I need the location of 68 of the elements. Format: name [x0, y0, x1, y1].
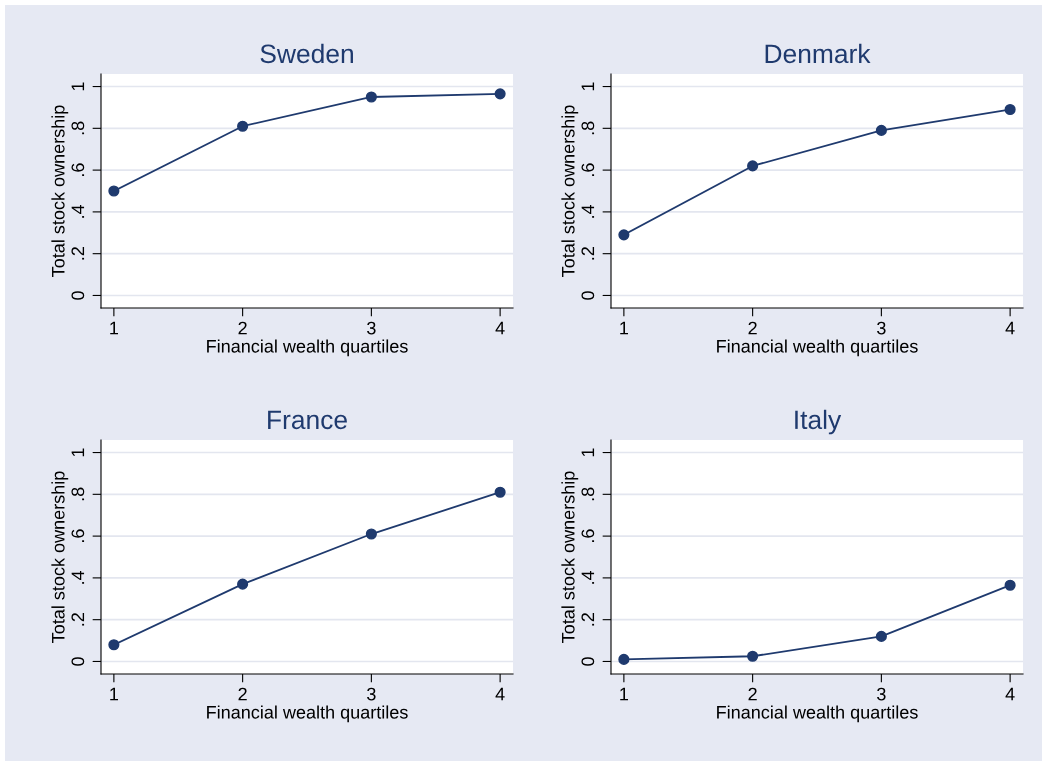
- y-axis-title: Total stock ownership: [51, 471, 69, 643]
- y-tick-label: .8: [581, 487, 595, 501]
- y-axis-title: Total stock ownership: [51, 105, 69, 277]
- point: [494, 486, 506, 498]
- point: [494, 88, 506, 100]
- y-tick-label: .6: [581, 529, 595, 542]
- x-tick-label: 4: [495, 687, 505, 701]
- chart-title: Italy: [795, 409, 842, 435]
- y-tick-label: .6: [71, 529, 85, 542]
- y-tick-label: 1: [581, 82, 595, 91]
- point: [365, 91, 377, 103]
- y-tick-label: .2: [581, 613, 595, 626]
- y-tick-label: .2: [71, 247, 85, 260]
- y-tick-label: .2: [581, 247, 595, 260]
- x-tick-label: 3: [877, 321, 886, 335]
- y-tick-label: 1: [71, 448, 85, 457]
- x-tick-label: 4: [495, 321, 505, 335]
- y-tick-label: .6: [71, 163, 85, 176]
- chart-title: Denmark: [765, 43, 871, 64]
- x-tick-label: 1: [620, 687, 629, 701]
- y-tick-label: 1: [581, 448, 595, 457]
- point: [875, 630, 887, 642]
- x-tick-label: 2: [748, 687, 757, 701]
- x-tick-label: 2: [238, 321, 247, 335]
- x-tick-label: 4: [1005, 321, 1015, 335]
- point: [108, 185, 120, 197]
- y-tick-label: 1: [71, 82, 85, 91]
- y-tick-label: 0: [71, 657, 85, 666]
- y-tick-label: .2: [71, 613, 85, 626]
- x-axis-title: Financial wealth quartiles: [207, 339, 408, 357]
- chart-title: France: [268, 410, 347, 430]
- x-tick-label: 3: [367, 321, 376, 335]
- y-tick-label: .8: [71, 487, 85, 501]
- chart-title: Sweden: [260, 43, 353, 64]
- x-tick-label: 4: [1005, 687, 1015, 701]
- y-tick-label: 0: [581, 291, 595, 300]
- y-tick-label: .8: [581, 121, 595, 135]
- x-tick-label: 2: [748, 321, 757, 335]
- point: [747, 650, 759, 662]
- point: [1004, 579, 1016, 591]
- y-tick-label: .4: [71, 570, 85, 584]
- y-tick-label: .4: [581, 204, 595, 218]
- y-axis-title: Total stock ownership: [561, 105, 579, 277]
- point: [365, 528, 377, 540]
- y-tick-label: .6: [581, 163, 595, 176]
- x-tick-label: 1: [110, 687, 119, 701]
- point: [237, 120, 249, 132]
- y-tick-label: 0: [71, 291, 85, 300]
- x-tick-label: 3: [367, 687, 376, 701]
- point: [1004, 103, 1016, 116]
- y-tick-label: .4: [71, 204, 85, 218]
- point: [747, 160, 759, 172]
- point: [618, 229, 630, 241]
- x-tick-label: 3: [877, 687, 886, 701]
- y-axis-title: Total stock ownership: [561, 471, 579, 643]
- y-tick-label: 0: [581, 657, 595, 666]
- x-axis-title: Financial wealth quartiles: [207, 705, 408, 723]
- point: [618, 653, 630, 665]
- point: [875, 124, 887, 136]
- y-tick-label: .8: [71, 121, 85, 135]
- x-axis-title: Financial wealth quartiles: [717, 339, 918, 357]
- x-tick-label: 2: [238, 687, 247, 701]
- point: [108, 639, 120, 651]
- y-tick-label: .4: [581, 570, 595, 584]
- point: [237, 578, 249, 590]
- x-tick-label: 1: [110, 321, 119, 335]
- x-tick-label: 1: [620, 321, 629, 335]
- x-axis-title: Financial wealth quartiles: [717, 705, 918, 723]
